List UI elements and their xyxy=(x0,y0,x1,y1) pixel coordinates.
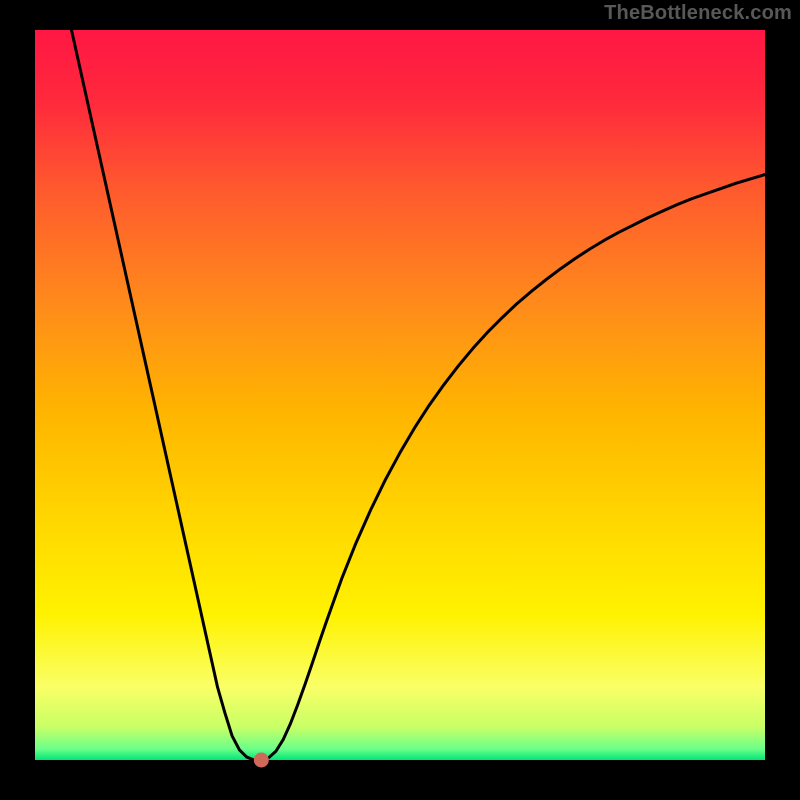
plot-background xyxy=(35,30,765,760)
optimal-point-marker xyxy=(254,753,268,767)
bottleneck-chart xyxy=(0,0,800,800)
chart-container: TheBottleneck.com xyxy=(0,0,800,800)
watermark-text: TheBottleneck.com xyxy=(604,2,792,25)
